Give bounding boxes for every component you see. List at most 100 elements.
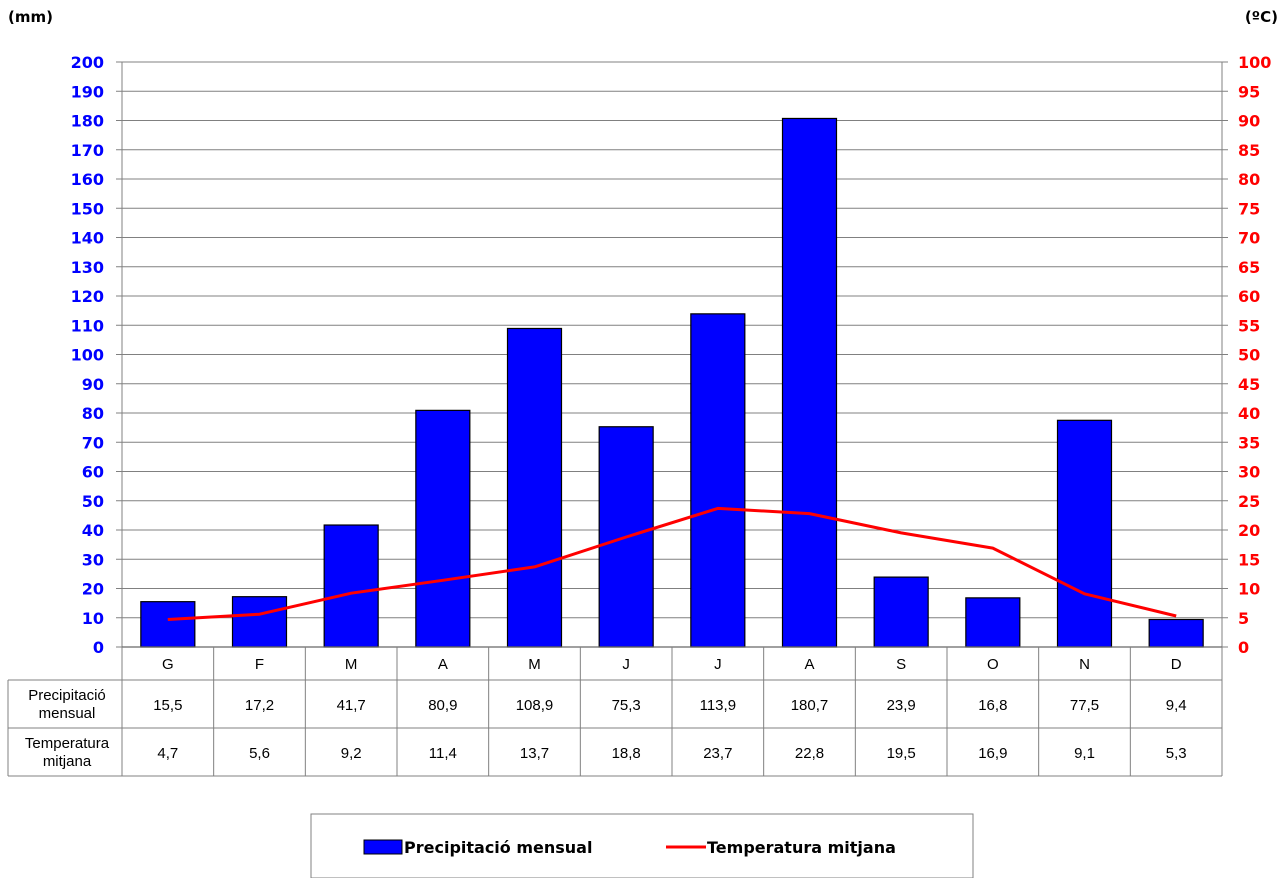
left-tick-label: 70 xyxy=(82,433,104,452)
right-tick-label: 75 xyxy=(1238,199,1260,218)
x-category-label: J xyxy=(622,656,630,673)
table-cell: 22,8 xyxy=(795,745,824,762)
right-tick-label: 80 xyxy=(1238,170,1260,189)
legend-label-temperature: Temperatura mitjana xyxy=(707,838,896,857)
right-tick-label: 25 xyxy=(1238,492,1260,511)
right-tick-label: 50 xyxy=(1238,346,1260,365)
table-cell: 75,3 xyxy=(612,697,641,714)
table-cell: 77,5 xyxy=(1070,697,1099,714)
x-category-label: M xyxy=(528,656,541,673)
left-tick-label: 10 xyxy=(82,609,104,628)
right-tick-label: 55 xyxy=(1238,316,1260,335)
legend-label-precipitation: Precipitació mensual xyxy=(404,838,592,857)
table-cell: 9,4 xyxy=(1166,697,1187,714)
left-tick-label: 30 xyxy=(82,550,104,569)
table-cell: 19,5 xyxy=(887,745,916,762)
temperature-line xyxy=(167,506,1177,621)
legend-swatch-precipitation xyxy=(363,839,403,855)
precip-bar xyxy=(415,409,471,648)
left-axis-ticks: 0 10 20 30 40 50 60 70 80 90 100 110 120 130 140 150 160… xyxy=(71,53,122,657)
precip-bar xyxy=(690,313,746,648)
table-cell: 11,4 xyxy=(429,745,457,762)
line-series xyxy=(167,506,1177,621)
right-tick-label: 15 xyxy=(1238,550,1260,569)
table-row-header: Precipitació xyxy=(28,687,106,704)
right-tick-label: 40 xyxy=(1238,404,1260,423)
right-tick-label: 5 xyxy=(1238,609,1249,628)
left-tick-label: 130 xyxy=(71,258,104,277)
x-category-label: A xyxy=(438,656,448,673)
left-tick-label: 90 xyxy=(82,375,104,394)
left-tick-label: 20 xyxy=(82,580,104,599)
table-cell: 180,7 xyxy=(791,697,829,714)
right-tick-label: 60 xyxy=(1238,287,1260,306)
x-category-label: J xyxy=(714,656,722,673)
left-tick-label: 100 xyxy=(71,346,104,365)
left-tick-label: 60 xyxy=(82,463,104,482)
precip-bar xyxy=(873,576,929,648)
precip-bar xyxy=(1148,618,1204,648)
left-tick-label: 140 xyxy=(71,229,104,248)
table-cell: 80,9 xyxy=(428,697,457,714)
right-tick-label: 35 xyxy=(1238,433,1260,452)
precip-bar xyxy=(323,524,379,648)
x-category-label: D xyxy=(1171,656,1182,673)
table-cell: 5,6 xyxy=(249,745,270,762)
table-row-header: Temperatura xyxy=(25,735,110,752)
precip-bar xyxy=(965,597,1021,648)
table-cell: 9,1 xyxy=(1074,745,1095,762)
table-cell: 15,5 xyxy=(153,697,182,714)
right-tick-label: 0 xyxy=(1238,638,1249,657)
left-tick-label: 120 xyxy=(71,287,104,306)
precip-bar xyxy=(231,596,288,648)
left-tick-label: 150 xyxy=(71,199,104,218)
table-row-header: mensual xyxy=(39,705,96,722)
right-tick-label: 85 xyxy=(1238,141,1260,160)
left-tick-label: 40 xyxy=(82,521,104,540)
x-category-label: M xyxy=(345,656,358,673)
left-tick-label: 170 xyxy=(71,141,104,160)
table-cell: 5,3 xyxy=(1166,745,1187,762)
precip-bar xyxy=(781,117,838,648)
gridlines xyxy=(122,61,1222,619)
table-cell: 23,7 xyxy=(703,745,732,762)
legend-box xyxy=(310,813,974,878)
x-category-label: N xyxy=(1079,656,1090,673)
table-cell: 113,9 xyxy=(700,697,736,714)
x-category-label: S xyxy=(896,656,906,673)
bar-series xyxy=(140,117,1204,648)
table-cell: 17,2 xyxy=(245,697,274,714)
right-axis-ticks: 0 5 10 15 20 25 30 35 40 45 50 55 60 65 70 75 80 85 90 95 10… xyxy=(1222,53,1271,657)
left-tick-label: 110 xyxy=(71,316,104,335)
x-category-label: A xyxy=(804,656,814,673)
left-tick-label: 80 xyxy=(82,404,104,423)
left-tick-label: 190 xyxy=(71,82,104,101)
right-tick-label: 90 xyxy=(1238,112,1260,131)
x-category-label: F xyxy=(255,656,264,673)
table-cell: 16,8 xyxy=(978,697,1007,714)
right-tick-label: 20 xyxy=(1238,521,1260,540)
right-tick-label: 30 xyxy=(1238,463,1260,482)
table-cell: 41,7 xyxy=(337,697,366,714)
table-cell: 13,7 xyxy=(520,745,549,762)
legend: Precipitació mensual Temperatura mitjana xyxy=(310,813,974,878)
precip-bar xyxy=(140,601,196,648)
x-category-label: O xyxy=(987,656,999,673)
precip-bar xyxy=(506,327,563,648)
right-tick-label: 100 xyxy=(1238,53,1271,72)
table-row-header: mitjana xyxy=(43,753,92,770)
left-tick-label: 180 xyxy=(71,112,104,131)
table-cell: 9,2 xyxy=(341,745,362,762)
left-tick-label: 160 xyxy=(71,170,104,189)
table-cell: 108,9 xyxy=(516,697,554,714)
precip-bar xyxy=(1056,419,1113,648)
right-axis-unit: (ºC) xyxy=(1245,8,1278,26)
left-tick-label: 50 xyxy=(82,492,104,511)
left-axis-unit: (mm) xyxy=(8,8,53,26)
left-tick-label: 200 xyxy=(71,53,104,72)
right-tick-label: 45 xyxy=(1238,375,1260,394)
right-tick-label: 95 xyxy=(1238,82,1260,101)
table-cell: 18,8 xyxy=(612,745,641,762)
